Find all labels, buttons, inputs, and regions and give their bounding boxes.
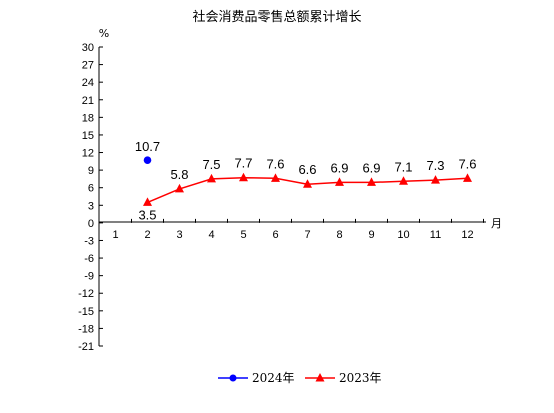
y-tick-label: 30 bbox=[82, 42, 94, 54]
series-2023-point bbox=[431, 175, 440, 184]
series-2023-data-label: 7.6 bbox=[458, 156, 476, 171]
series-2023-point bbox=[303, 179, 312, 188]
y-tick-label: 3 bbox=[88, 200, 94, 212]
y-tick-label: 21 bbox=[82, 95, 94, 107]
series-2023-point bbox=[463, 173, 472, 182]
y-tick-label: 15 bbox=[82, 130, 94, 142]
y-tick-label: -6 bbox=[84, 253, 94, 265]
x-tick-label: 6 bbox=[272, 229, 278, 241]
legend-label-2023: 2023年 bbox=[339, 371, 382, 385]
series-2023-data-label: 6.6 bbox=[298, 162, 316, 177]
series-2023-data-label: 6.9 bbox=[330, 160, 348, 175]
legend-item-2023: 2023年 bbox=[305, 371, 382, 385]
y-tick-label: 0 bbox=[88, 218, 94, 230]
series-2023-point bbox=[367, 177, 376, 186]
series-2023-point bbox=[239, 172, 248, 182]
y-tick-label: -21 bbox=[78, 341, 94, 353]
y-tick-label: 6 bbox=[88, 183, 94, 195]
y-tick-label: -9 bbox=[84, 271, 94, 283]
legend-marker-2023 bbox=[315, 373, 325, 382]
series-2024-point bbox=[143, 156, 152, 164]
legend-marker-2024 bbox=[229, 374, 237, 382]
series-2023-data-label: 3.5 bbox=[138, 207, 156, 222]
x-tick-label: 3 bbox=[176, 229, 182, 241]
series-2023-data-label: 6.9 bbox=[362, 160, 380, 175]
series-2023-data-label: 7.5 bbox=[202, 157, 220, 172]
x-tick-label: 8 bbox=[336, 229, 342, 241]
y-tick-label: -18 bbox=[78, 323, 94, 335]
legend-item-2024: 2024年 bbox=[218, 371, 295, 385]
y-tick-label: -3 bbox=[84, 235, 94, 247]
series-2023-point bbox=[271, 173, 280, 182]
series-2023-data-label: 7.6 bbox=[266, 156, 284, 171]
y-axis-unit-label: % bbox=[99, 27, 109, 40]
y-tick-label: 24 bbox=[82, 77, 94, 89]
x-tick-label: 11 bbox=[430, 229, 441, 241]
x-tick-label: 12 bbox=[461, 229, 473, 241]
series-2023-point bbox=[399, 176, 408, 185]
series-2023-point bbox=[207, 173, 216, 183]
series-2024-data-label: 10.7 bbox=[135, 139, 160, 154]
chart-title: 社会消费品零售总额累计增长 bbox=[192, 9, 361, 25]
y-tick-label: 18 bbox=[82, 112, 94, 124]
x-tick-label: 10 bbox=[397, 229, 409, 241]
series-layer: 3.5 5.8 7.5 7.7 7.6 6.6 6.9 6.9 7.1 7.3 7.6 10.7 bbox=[135, 139, 477, 222]
y-tick-label: -12 bbox=[78, 288, 94, 300]
series-2023-point bbox=[335, 177, 344, 186]
x-tick-label: 4 bbox=[208, 229, 214, 241]
y-tick-label: -15 bbox=[78, 306, 94, 318]
series-2023-data-label: 5.8 bbox=[170, 167, 188, 182]
series-2023-point bbox=[175, 183, 184, 193]
x-tick-label: 2 bbox=[144, 229, 150, 241]
series-2023-data-label: 7.7 bbox=[234, 156, 252, 171]
y-tick-label: 9 bbox=[88, 165, 94, 177]
x-tick-label: 5 bbox=[240, 229, 246, 241]
y-tick-label: 27 bbox=[82, 60, 94, 72]
series-2023-point bbox=[143, 197, 152, 206]
x-axis-unit-label: 月 bbox=[491, 217, 502, 230]
y-tick-label: 12 bbox=[82, 148, 94, 160]
series-2023-data-label: 7.1 bbox=[394, 159, 412, 174]
legend-label-2024: 2024年 bbox=[252, 371, 295, 385]
legend: 2024年 2023年 bbox=[218, 371, 382, 385]
x-tick-label: 7 bbox=[304, 229, 310, 241]
x-tick-label: 9 bbox=[368, 229, 374, 241]
x-tick-label: 1 bbox=[112, 229, 118, 241]
series-2023-data-label: 7.3 bbox=[426, 158, 444, 173]
x-axis-ticks: 1 2 3 4 5 6 7 8 9 10 11 12 bbox=[112, 218, 484, 241]
